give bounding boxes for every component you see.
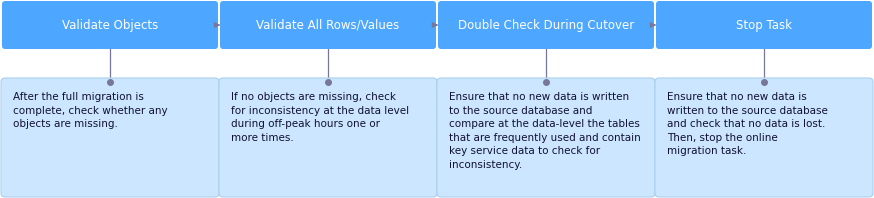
Text: Ensure that no new data is written
to the source database and
compare at the dat: Ensure that no new data is written to th…: [449, 92, 641, 170]
Text: After the full migration is
complete, check whether any
objects are missing.: After the full migration is complete, ch…: [13, 92, 168, 129]
Text: Validate All Rows/Values: Validate All Rows/Values: [256, 18, 399, 31]
FancyBboxPatch shape: [1, 78, 219, 197]
Text: If no objects are missing, check
for inconsistency at the data level
during off-: If no objects are missing, check for inc…: [231, 92, 409, 143]
FancyBboxPatch shape: [655, 78, 873, 197]
Text: Ensure that no new data is
written to the source database
and check that no data: Ensure that no new data is written to th…: [667, 92, 828, 156]
FancyBboxPatch shape: [437, 78, 655, 197]
FancyBboxPatch shape: [438, 1, 654, 49]
Text: Double Check During Cutover: Double Check During Cutover: [458, 18, 635, 31]
FancyBboxPatch shape: [219, 78, 437, 197]
FancyBboxPatch shape: [220, 1, 436, 49]
FancyBboxPatch shape: [656, 1, 872, 49]
Text: Validate Objects: Validate Objects: [62, 18, 158, 31]
Text: Stop Task: Stop Task: [736, 18, 792, 31]
FancyBboxPatch shape: [2, 1, 218, 49]
